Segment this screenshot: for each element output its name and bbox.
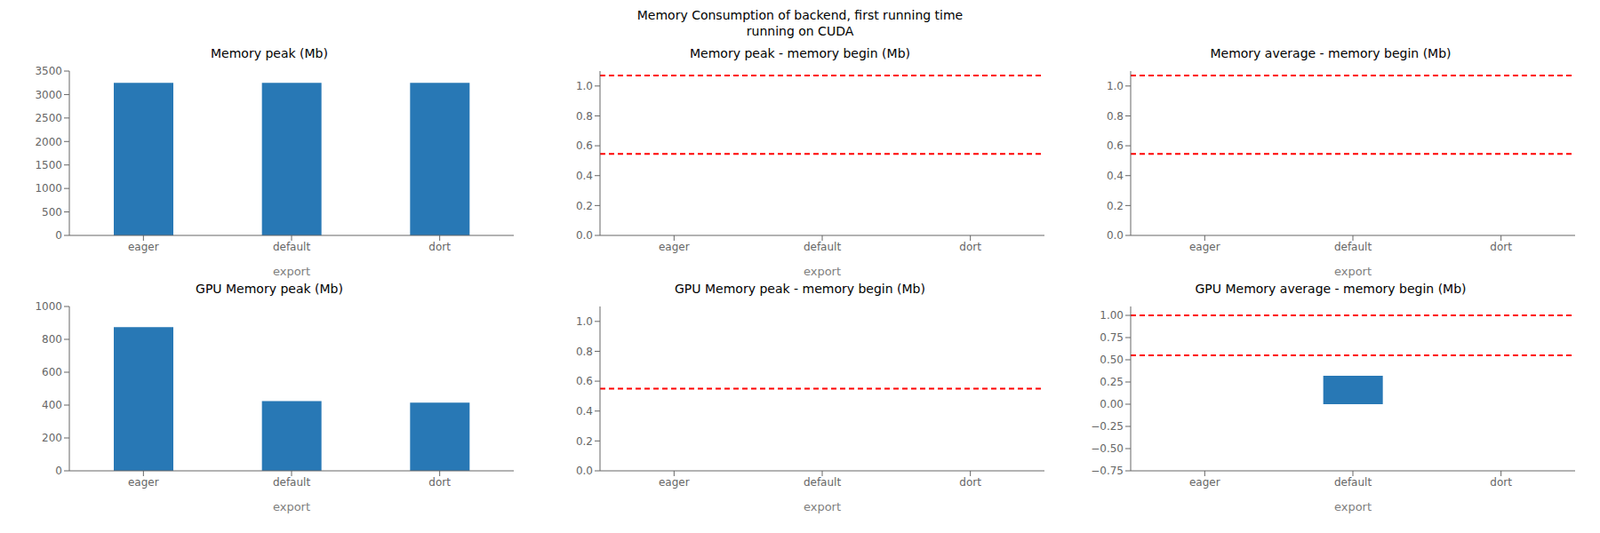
svg-text:−0.25: −0.25 — [1090, 420, 1124, 433]
svg-text:export: export — [1334, 500, 1372, 514]
svg-text:export: export — [272, 500, 311, 514]
svg-text:dort: dort — [1489, 476, 1512, 489]
svg-text:0.8: 0.8 — [576, 345, 593, 359]
svg-text:dort: dort — [428, 476, 451, 489]
svg-text:default: default — [803, 240, 842, 254]
svg-text:2000: 2000 — [34, 136, 63, 149]
svg-text:600: 600 — [41, 366, 63, 379]
svg-text:eager: eager — [658, 476, 690, 489]
html-text:GPU Memory peak (Mb): GPU Memory peak (Mb) — [195, 281, 344, 296]
svg-text:0.2: 0.2 — [1106, 200, 1124, 213]
svg-text:0.8: 0.8 — [576, 110, 593, 123]
svg-text:eager: eager — [1189, 240, 1221, 254]
svg-text:default: default — [1334, 240, 1373, 254]
svg-text:1.0: 1.0 — [576, 315, 593, 328]
svg-text:eager: eager — [128, 240, 160, 254]
svg-text:export: export — [803, 264, 841, 279]
svg-text:default: default — [272, 476, 312, 489]
svg-text:export: export — [803, 500, 841, 514]
html-text:Memory peak - memory begin (Mb: Memory peak - memory begin (Mb) — [689, 46, 911, 61]
svg-text:0.2: 0.2 — [576, 435, 593, 448]
svg-text:1000: 1000 — [34, 300, 63, 313]
html-text:running on CUDA: running on CUDA — [746, 24, 854, 39]
svg-text:1500: 1500 — [34, 159, 63, 172]
svg-text:export: export — [272, 264, 311, 279]
svg-text:1000: 1000 — [34, 182, 63, 195]
html-text:GPU Memory average - memory be: GPU Memory average - memory begin (Mb) — [1195, 281, 1467, 296]
svg-text:default: default — [803, 476, 842, 489]
svg-text:default: default — [272, 240, 312, 254]
svg-text:0.00: 0.00 — [1099, 398, 1124, 411]
svg-text:1.00: 1.00 — [1099, 309, 1124, 322]
svg-text:200: 200 — [41, 432, 63, 445]
svg-text:eager: eager — [658, 240, 690, 254]
svg-text:0.0: 0.0 — [576, 229, 593, 242]
svg-text:0.8: 0.8 — [1106, 110, 1124, 123]
svg-text:0.2: 0.2 — [576, 200, 593, 213]
svg-text:2500: 2500 — [34, 112, 63, 125]
svg-text:1.0: 1.0 — [1106, 80, 1124, 93]
svg-text:0.25: 0.25 — [1099, 376, 1124, 389]
svg-text:0.75: 0.75 — [1099, 331, 1124, 344]
html-text:GPU Memory peak - memory begin: GPU Memory peak - memory begin (Mb) — [674, 281, 926, 296]
svg-text:0.4: 0.4 — [576, 405, 593, 418]
svg-text:1.0: 1.0 — [576, 80, 593, 93]
html-text:Memory Consumption of backend,: Memory Consumption of backend, first run… — [637, 8, 963, 23]
svg-text:−0.50: −0.50 — [1090, 442, 1124, 456]
svg-text:0.6: 0.6 — [1106, 139, 1124, 152]
svg-text:0: 0 — [55, 229, 63, 242]
svg-text:0.4: 0.4 — [576, 169, 593, 183]
svg-text:−0.75: −0.75 — [1090, 464, 1124, 478]
svg-text:0.0: 0.0 — [576, 464, 593, 478]
svg-text:0.6: 0.6 — [576, 375, 593, 388]
svg-text:3500: 3500 — [34, 64, 63, 78]
svg-text:export: export — [1334, 264, 1372, 279]
svg-text:0: 0 — [55, 464, 63, 478]
svg-text:eager: eager — [128, 476, 160, 489]
html-text:Memory peak (Mb): Memory peak (Mb) — [210, 46, 328, 61]
svg-text:0.0: 0.0 — [1106, 229, 1124, 242]
svg-text:dort: dort — [959, 240, 982, 254]
svg-text:0.4: 0.4 — [1106, 169, 1124, 183]
svg-text:dort: dort — [1489, 240, 1512, 254]
svg-text:500: 500 — [41, 206, 63, 219]
svg-text:dort: dort — [959, 476, 982, 489]
svg-text:0.50: 0.50 — [1099, 353, 1124, 367]
svg-text:dort: dort — [428, 240, 451, 254]
svg-text:default: default — [1334, 476, 1373, 489]
svg-text:400: 400 — [41, 399, 63, 412]
html-text:Memory average - memory begin: Memory average - memory begin (Mb) — [1210, 46, 1452, 61]
svg-text:800: 800 — [41, 333, 63, 346]
svg-text:0.6: 0.6 — [576, 139, 593, 152]
svg-text:3000: 3000 — [34, 88, 63, 102]
svg-text:eager: eager — [1189, 476, 1221, 489]
